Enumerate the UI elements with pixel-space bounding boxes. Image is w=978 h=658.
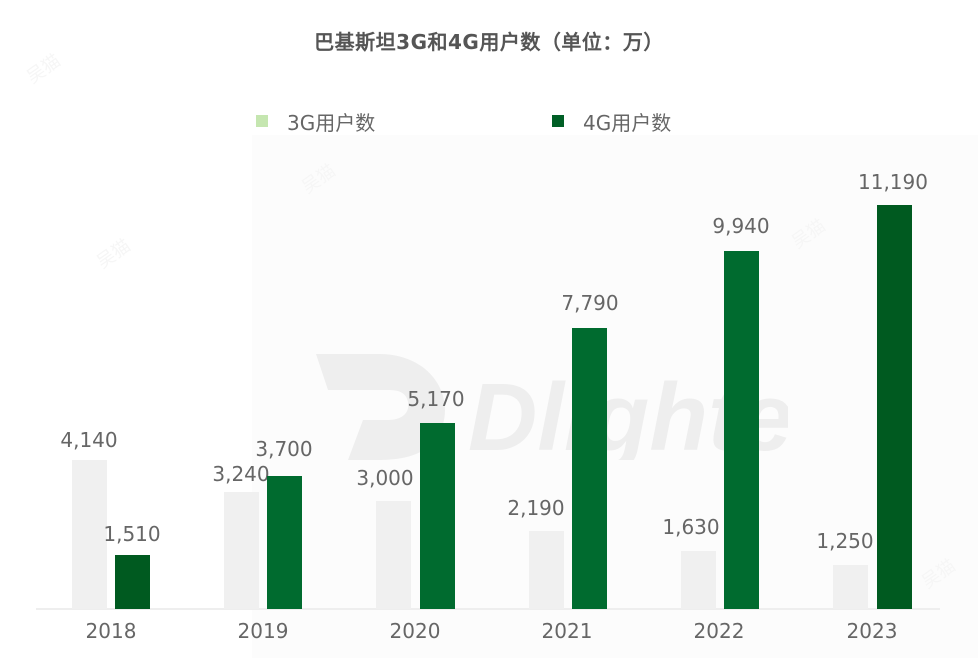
data-label-3g-2020: 3,000 [356,466,414,490]
x-axis-baseline [36,608,940,610]
data-label-3g-2019: 3,240 [212,462,270,486]
x-tick-2018: 2018 [85,619,137,643]
data-label-4g-2022: 9,940 [712,214,770,238]
data-label-3g-2022: 1,630 [662,515,720,539]
x-tick-2023: 2023 [846,619,898,643]
bar-4g-2019[interactable] [267,476,302,609]
data-label-3g-2018: 4,140 [60,428,118,452]
legend-item-3g[interactable]: 3G用户数 [256,108,376,135]
data-label-3g-2021: 2,190 [507,496,565,520]
legend-label-4g: 4G用户数 [583,110,672,135]
legend-item-4g[interactable]: 4G用户数 [552,108,672,135]
legend-swatch-4g [552,115,564,127]
data-label-4g-2023: 11,190 [858,170,928,194]
data-label-4g-2021: 7,790 [561,291,619,315]
bar-4g-2018[interactable] [115,555,150,609]
x-tick-2019: 2019 [237,619,289,643]
data-label-3g-2023: 1,250 [816,529,874,553]
bar-3g-2020[interactable] [376,501,411,609]
legend-swatch-3g [256,115,268,127]
bar-4g-2023[interactable] [877,205,912,609]
bar-3g-2018[interactable] [72,460,107,609]
data-label-4g-2019: 3,700 [255,437,313,461]
bar-3g-2022[interactable] [681,551,716,609]
plot-area-background [252,135,978,658]
bar-3g-2019[interactable] [224,492,259,609]
chart-title: 巴基斯坦3G和4G用户数（单位：万） [314,30,664,54]
bar-3g-2023[interactable] [833,565,868,609]
data-label-4g-2018: 1,510 [103,522,161,546]
faint-watermark: 吴猫 [93,235,135,274]
x-tick-2020: 2020 [389,619,441,643]
bar-4g-2020[interactable] [420,423,455,609]
x-tick-2021: 2021 [541,619,593,643]
legend-label-3g: 3G用户数 [287,110,376,135]
bar-3g-2021[interactable] [529,531,564,609]
x-tick-2022: 2022 [693,619,745,643]
bar-4g-2022[interactable] [724,251,759,609]
bar-4g-2021[interactable] [572,328,607,609]
data-label-4g-2020: 5,170 [407,387,465,411]
